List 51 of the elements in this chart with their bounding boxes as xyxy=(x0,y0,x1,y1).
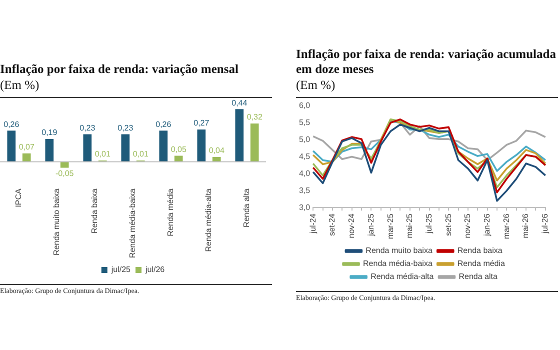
data-label: 0,44 xyxy=(232,98,248,108)
x-tick-label: Renda muito baixa xyxy=(52,188,62,256)
data-label: 0,19 xyxy=(42,128,58,138)
legend-label: Renda média xyxy=(457,259,506,268)
legend-label: jul/25 xyxy=(110,265,132,274)
x-tick-label: nov-25 xyxy=(463,213,472,238)
x-tick-label: set-24 xyxy=(328,213,337,236)
data-label: 0,01 xyxy=(94,150,111,159)
x-tick-label: jan-26 xyxy=(482,213,492,237)
x-tick-label: Renda alta xyxy=(242,188,252,228)
data-label: 0,01 xyxy=(132,150,149,159)
data-label: 0,07 xyxy=(18,142,35,152)
data-label: 0,05 xyxy=(170,144,187,154)
x-tick-label: Renda média xyxy=(166,188,176,236)
legend-label: Renda média-baixa xyxy=(363,259,433,268)
y-tick-label: 5,5 xyxy=(298,118,311,127)
data-label: 0,23 xyxy=(80,123,96,132)
legend-label: Renda alta xyxy=(458,272,498,282)
y-tick-label: 3,0 xyxy=(298,202,311,212)
y-tick-label: 4,5 xyxy=(298,152,311,161)
x-tick-label: mar-25 xyxy=(386,213,395,240)
x-tick-label: mai-25 xyxy=(405,213,414,238)
x-tick-label: Renda média-alta xyxy=(204,188,214,252)
x-tick-label: Renda baixa xyxy=(90,188,100,234)
legend-label: Renda média-alta xyxy=(370,272,434,282)
legend-label: jul/26 xyxy=(144,265,166,274)
data-label: 0,23 xyxy=(118,123,134,132)
x-tick-label: mai-26 xyxy=(521,213,530,238)
data-label: 0,04 xyxy=(208,146,225,156)
chart-subtitle: (Em %) xyxy=(296,77,336,93)
x-tick-label: Renda média-baixa xyxy=(128,188,138,258)
data-label: 0,26 xyxy=(4,120,20,129)
chart-title: Inflação por faixa de renda: variação acumulada em doze meses xyxy=(296,47,557,77)
data-label: 0,27 xyxy=(194,118,210,128)
x-tick-label: set-25 xyxy=(444,213,453,236)
x-tick-label: IPCA xyxy=(14,188,24,208)
chart-subtitle: (Em %) xyxy=(0,77,40,93)
data-label: 0,26 xyxy=(156,120,172,129)
y-tick-label: 5,0 xyxy=(298,134,311,144)
x-tick-label: jan-25 xyxy=(366,213,376,237)
chart-title: Inflação por faixa de renda: variação mensal xyxy=(0,62,240,77)
data-label: -0,05 xyxy=(55,168,74,178)
data-label: 0,32 xyxy=(246,112,263,122)
y-tick-label: 3,5 xyxy=(298,186,311,195)
x-tick-label: jul-25 xyxy=(424,213,434,234)
x-tick-label: jul-26 xyxy=(540,213,550,234)
x-tick-label: nov-24 xyxy=(347,213,356,238)
x-tick-label: mar-26 xyxy=(502,213,511,240)
y-tick-label: 6,0 xyxy=(298,101,311,110)
x-tick-label: jul-24 xyxy=(308,213,318,234)
y-tick-label: 4,0 xyxy=(298,168,311,178)
